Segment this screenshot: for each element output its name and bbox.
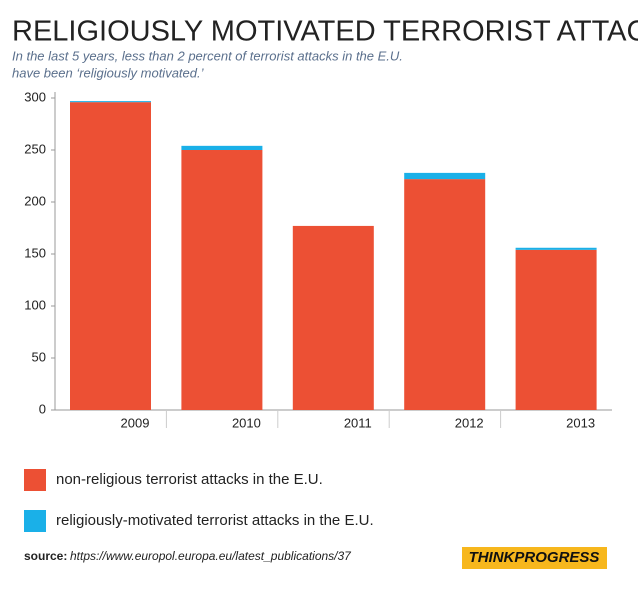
- x-tick-label: 2009: [121, 415, 150, 430]
- source: https://www.europol.europa.eu/latest_pub…: [70, 549, 352, 563]
- brand: THINKPROGRESS: [469, 549, 600, 566]
- x-tick-label: 2012: [455, 415, 484, 430]
- x-tick-label: 2013: [566, 415, 595, 430]
- bar-segment: [70, 102, 151, 410]
- y-tick-label: 250: [24, 141, 46, 156]
- bar-segment: [515, 247, 597, 250]
- y-tick-label: 200: [24, 193, 46, 208]
- bar-segment: [404, 179, 486, 410]
- x-tick-label: 2011: [344, 415, 372, 430]
- chart-title: RELIGIOUSLY MOTIVATED TERRORIST ATTACKS: [12, 16, 638, 48]
- legend-label: religiously-motivated terrorist attacks …: [56, 512, 374, 529]
- bar-segment: [404, 172, 486, 180]
- bar-segment: [181, 150, 263, 410]
- y-tick-label: 300: [24, 89, 46, 104]
- legend-swatch: [24, 469, 46, 491]
- subtitle: have been ‘religiously motivated.’: [12, 65, 205, 80]
- x-tick-label: 2010: [232, 415, 261, 430]
- legend-label: non-religious terrorist attacks in the E…: [56, 471, 323, 488]
- subtitle: In the last 5 years, less than 2 percent…: [12, 48, 403, 63]
- y-tick-label: 0: [39, 401, 46, 416]
- legend-swatch: [24, 510, 46, 532]
- source-label: source:: [24, 549, 67, 563]
- y-tick-label: 100: [24, 297, 46, 312]
- bar-segment: [70, 101, 151, 103]
- bar-segment: [181, 145, 263, 150]
- y-tick-label: 150: [24, 245, 46, 260]
- bar-segment: [515, 249, 597, 410]
- brand-badge: [462, 547, 607, 569]
- y-tick-label: 50: [32, 349, 46, 364]
- bar-segment: [292, 225, 374, 410]
